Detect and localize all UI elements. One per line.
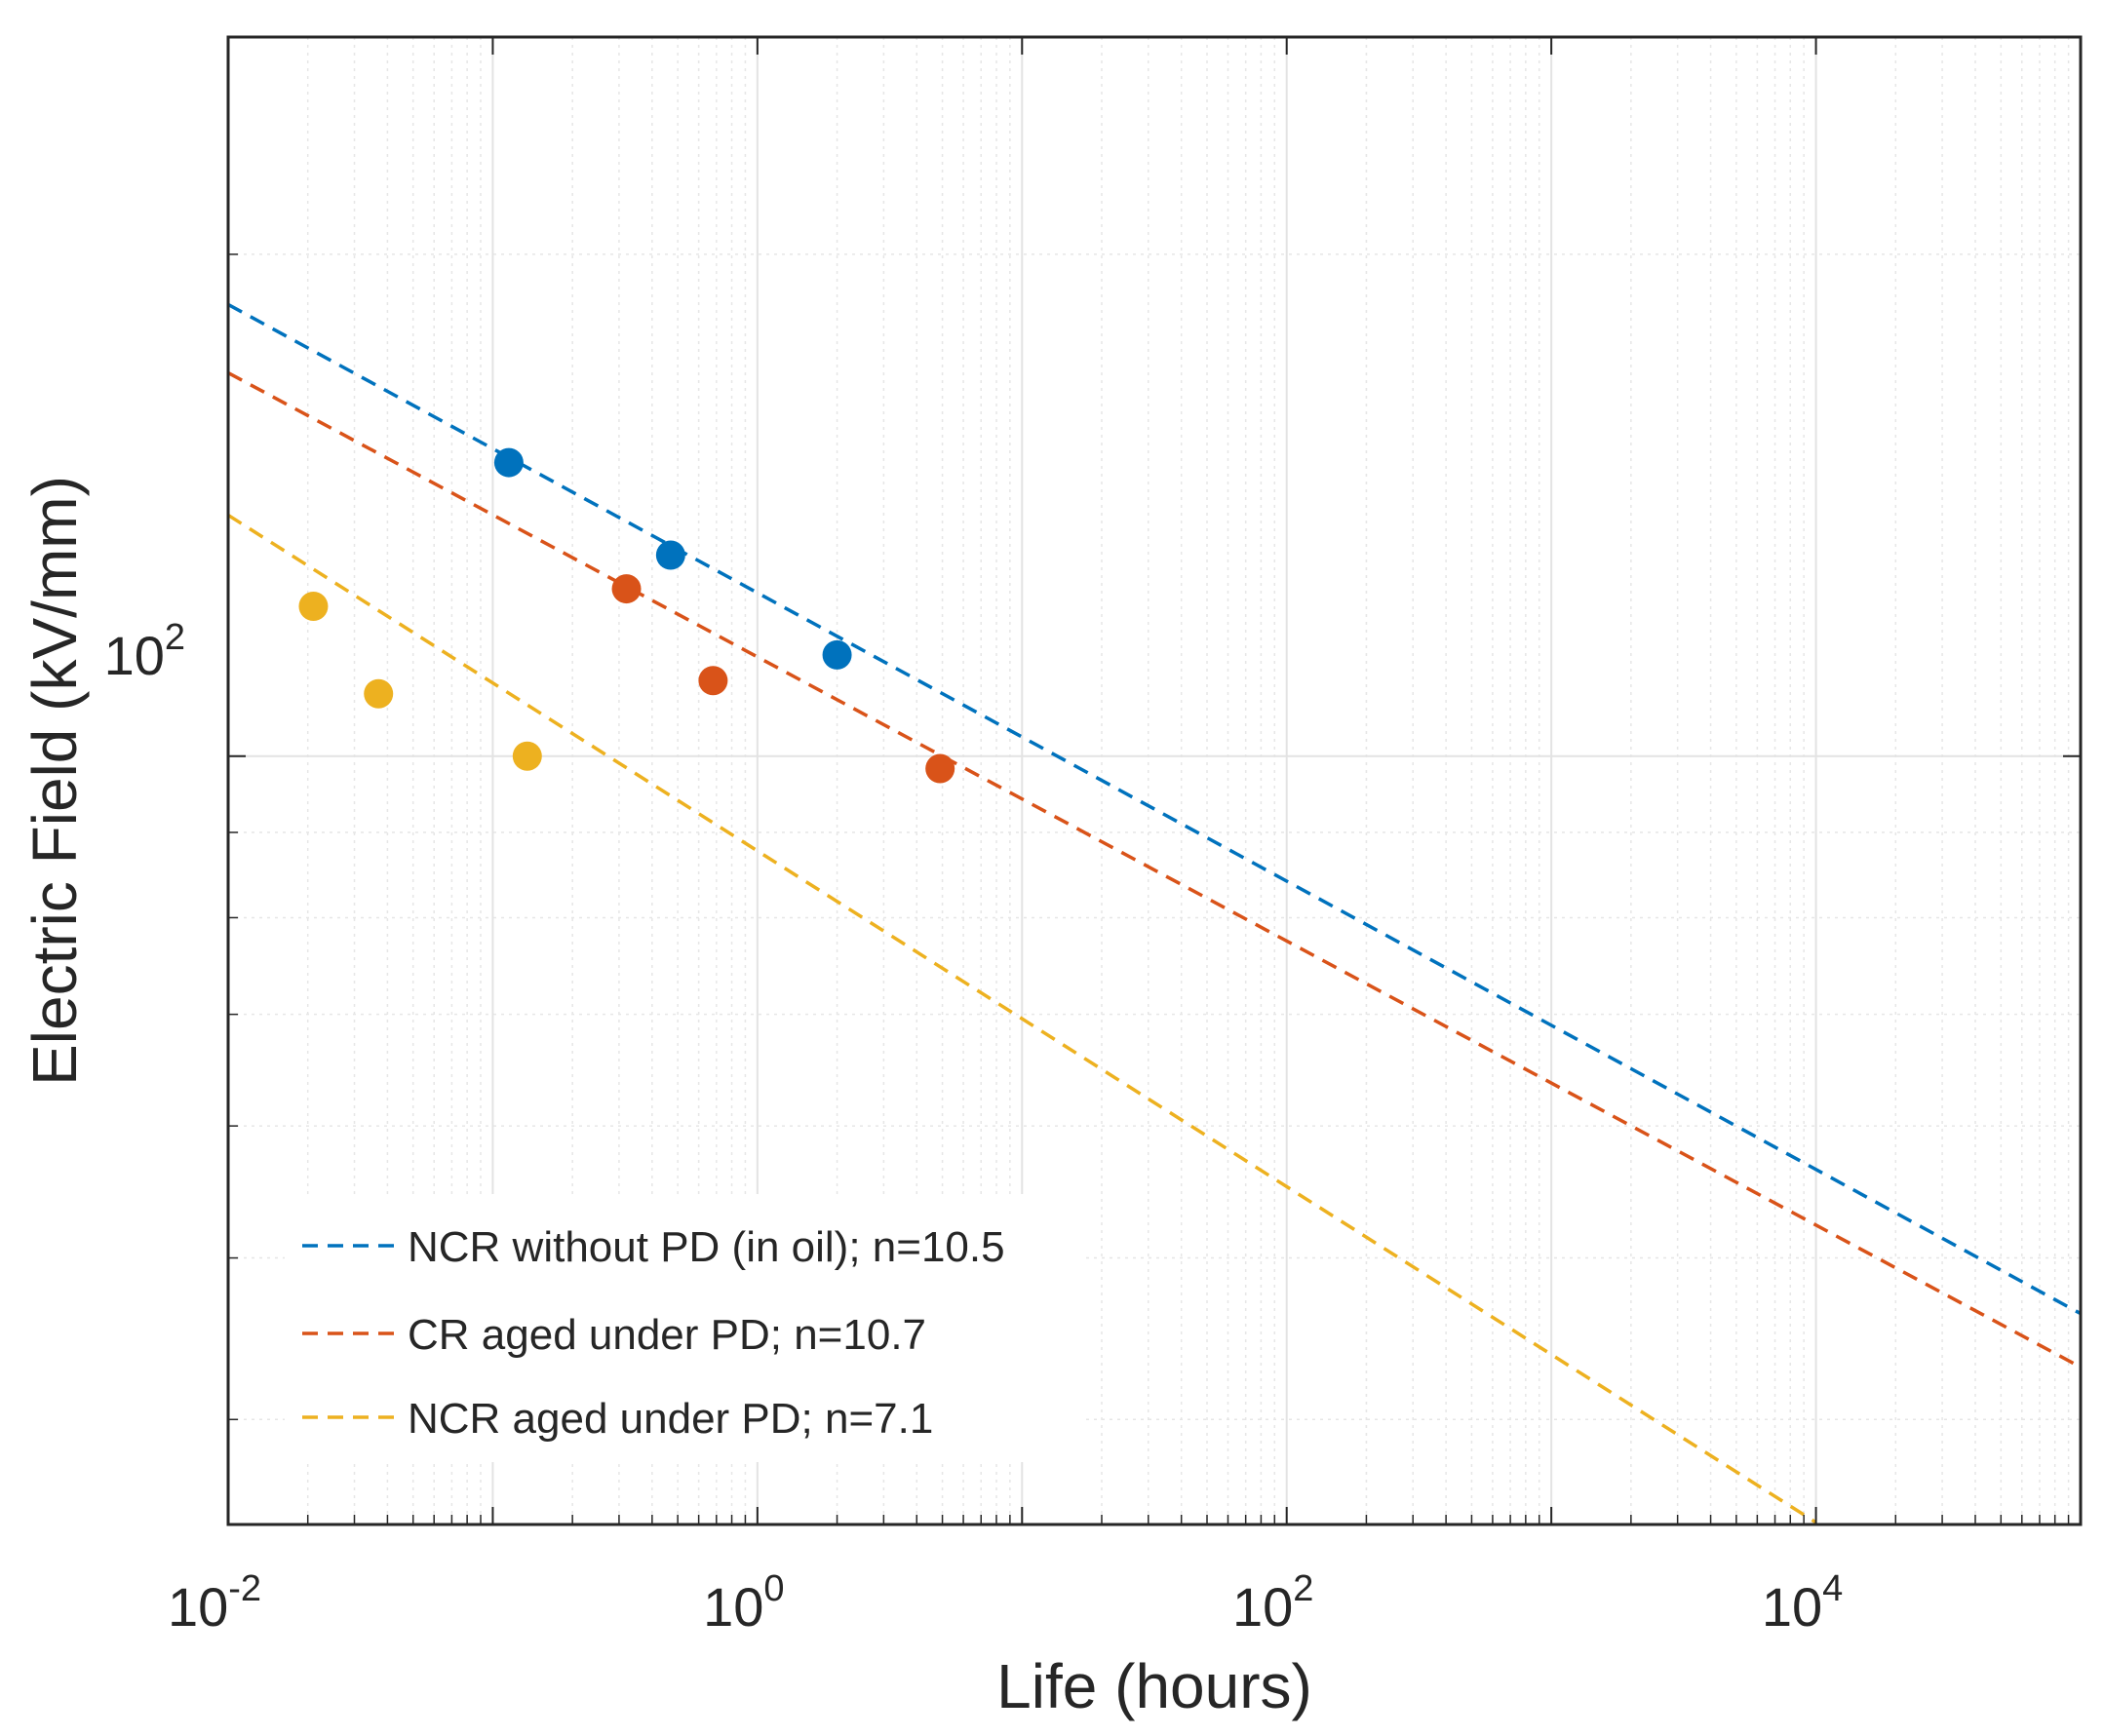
fit-line-cr-aged [228, 370, 2081, 1370]
y-tick-label: 102 [104, 617, 185, 686]
data-point-cr-aged [698, 666, 728, 696]
fit-line-ncr-aged [228, 513, 1817, 1524]
legend-label-ncr-without-pd: NCR without PD (in oil); n=10.5 [408, 1223, 1005, 1271]
axes-box [226, 35, 2083, 1526]
x-tick-label: 102 [1232, 1568, 1313, 1638]
data-point-ncr-without-pd [493, 447, 524, 478]
legend-label-ncr-aged: NCR aged under PD; n=7.1 [408, 1395, 933, 1443]
data-point-ncr-without-pd [822, 639, 852, 670]
x-tick-label: 100 [703, 1568, 784, 1638]
data-point-ncr-without-pd [655, 540, 685, 570]
axis-ticks [227, 37, 2082, 1524]
data-point-cr-aged [611, 574, 642, 604]
x-axis-label: Life (hours) [996, 1651, 1312, 1721]
fit-lines [228, 302, 2081, 1524]
data-point-ncr-aged [298, 591, 329, 621]
legend: NCR without PD (in oil); n=10.5 CR aged … [285, 1194, 1084, 1462]
legend-box [285, 1194, 1084, 1462]
fit-line-ncr-without-pd [228, 302, 2081, 1316]
data-point-ncr-aged [512, 741, 542, 771]
data-point-cr-aged [925, 753, 955, 784]
y-axis-label: Electric Field (kV/mm) [19, 476, 90, 1086]
data-point-ncr-aged [364, 678, 394, 709]
x-tick-label: 104 [1762, 1568, 1843, 1638]
x-tick-label: 10-2 [168, 1568, 261, 1638]
data-points [298, 447, 955, 784]
legend-label-cr-aged: CR aged under PD; n=10.7 [408, 1311, 926, 1359]
